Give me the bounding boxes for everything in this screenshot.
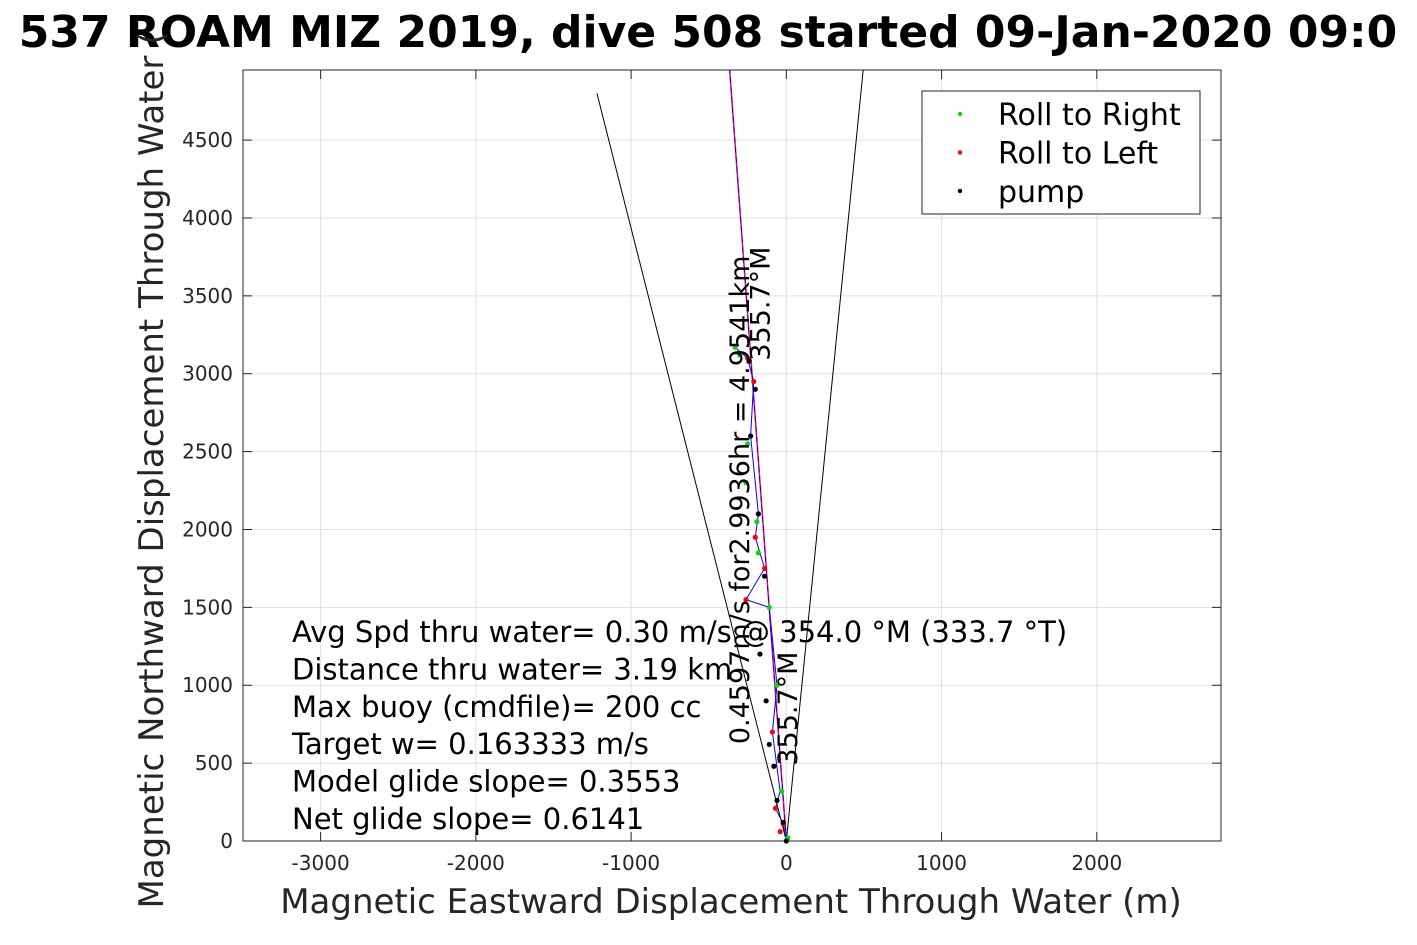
info-line: Net glide slope= 0.6141 bbox=[292, 802, 644, 836]
legend-entry: Roll to Left bbox=[998, 137, 1158, 172]
x-tick-label: -1000 bbox=[602, 851, 660, 875]
y-tick-label: 1500 bbox=[182, 595, 233, 619]
point-pump bbox=[757, 651, 763, 657]
point-pump bbox=[771, 763, 777, 769]
point-roll-to-right bbox=[743, 480, 749, 486]
x-tick-label: 1000 bbox=[916, 851, 967, 875]
point-roll-to-left bbox=[762, 565, 768, 572]
x-tick-label: -2000 bbox=[447, 851, 505, 875]
legend-entry: Roll to Right bbox=[998, 98, 1181, 133]
info-line: Distance thru water= 3.19 km bbox=[292, 652, 732, 686]
point-pump bbox=[766, 741, 772, 748]
legend-marker bbox=[957, 111, 963, 117]
info-line: Target w= 0.163333 m/s bbox=[291, 727, 649, 761]
point-roll-to-left bbox=[752, 534, 758, 540]
legend-marker bbox=[957, 188, 963, 194]
y-tick-label: 4500 bbox=[182, 128, 233, 152]
y-tick-label: 3500 bbox=[182, 284, 233, 308]
info-line: Max buoy (cmdfile)= 200 cc bbox=[292, 690, 701, 724]
y-tick-label: 0 bbox=[220, 829, 233, 853]
y-tick-label: 3000 bbox=[182, 362, 233, 386]
point-roll-to-right bbox=[755, 550, 761, 556]
heading-bound-line bbox=[596, 93, 787, 842]
heading-annotation: 355.7°M bbox=[745, 247, 776, 361]
point-roll-to-right bbox=[774, 682, 780, 688]
grid-lines bbox=[243, 70, 1221, 842]
point-pump bbox=[746, 358, 752, 364]
heading-line-dashed bbox=[729, 69, 787, 842]
legend-entry: pump bbox=[998, 175, 1084, 210]
point-roll-to-right bbox=[754, 519, 760, 525]
point-roll-to-right bbox=[737, 352, 743, 358]
point-pump bbox=[763, 698, 769, 704]
point-pump bbox=[780, 819, 786, 825]
heading-annotation: 355.7°M bbox=[773, 652, 804, 766]
point-roll-to-right bbox=[744, 441, 751, 447]
point-roll-to-left bbox=[777, 829, 783, 835]
point-pump bbox=[755, 511, 761, 517]
point-pump bbox=[752, 386, 758, 392]
y-tick-label: 500 bbox=[195, 751, 233, 775]
info-line: Model glide slope= 0.3553 bbox=[292, 765, 680, 799]
plot-area-frame bbox=[242, 69, 1222, 842]
point-roll-to-right bbox=[732, 344, 738, 350]
y-tick-label: 1000 bbox=[182, 673, 233, 697]
point-roll-to-left bbox=[751, 378, 757, 385]
y-axis-label: Magnetic Northward Displacement Through … bbox=[132, 32, 172, 909]
chart-title: 537 ROAM MIZ 2019, dive 508 started 09-J… bbox=[19, 7, 1398, 58]
point-pump bbox=[783, 838, 789, 844]
point-pump bbox=[762, 573, 768, 579]
point-roll-to-left bbox=[769, 729, 775, 735]
x-tick-label: -3000 bbox=[292, 851, 350, 875]
legend-marker bbox=[957, 150, 963, 155]
x-tick-label: 0 bbox=[780, 851, 793, 875]
x-axis-label: Magnetic Eastward Displacement Through W… bbox=[280, 882, 1182, 922]
axis-ticks: -3000 -2000 -1000 0 1000 2000 0 500 1000 1500 2000… bbox=[182, 70, 1221, 875]
point-pump bbox=[748, 433, 754, 439]
y-tick-label: 2500 bbox=[182, 440, 233, 464]
point-roll-to-right bbox=[779, 788, 785, 794]
plot-points bbox=[732, 344, 791, 844]
y-tick-label: 2000 bbox=[182, 517, 233, 541]
info-line: Avg Spd thru water= 0.30 m/s @ 354.0 °M … bbox=[292, 615, 1067, 649]
legend-box bbox=[921, 90, 1201, 215]
info-text-block: Avg Spd thru water= 0.30 m/s @ 354.0 °M … bbox=[291, 615, 1067, 836]
point-roll-to-left bbox=[743, 596, 749, 603]
x-tick-label: 2000 bbox=[1071, 851, 1122, 875]
point-roll-to-right bbox=[766, 604, 772, 610]
point-pump bbox=[774, 797, 780, 804]
point-roll-to-left bbox=[772, 805, 779, 811]
y-tick-label: 4000 bbox=[182, 206, 233, 230]
plot-annotations: 355.7°M0.4597m/s for2.9936hr = 4.9541km 3… bbox=[725, 247, 804, 766]
heading-bound-line bbox=[785, 69, 864, 842]
heading-annotation: 0.4597m/s for2.9936hr = 4.9541km bbox=[725, 256, 756, 745]
